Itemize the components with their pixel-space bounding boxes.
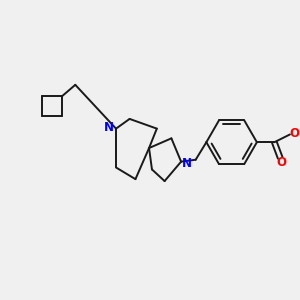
Text: O: O — [276, 156, 286, 169]
Text: O: O — [290, 127, 300, 140]
Text: N: N — [182, 157, 192, 170]
Text: N: N — [104, 121, 114, 134]
